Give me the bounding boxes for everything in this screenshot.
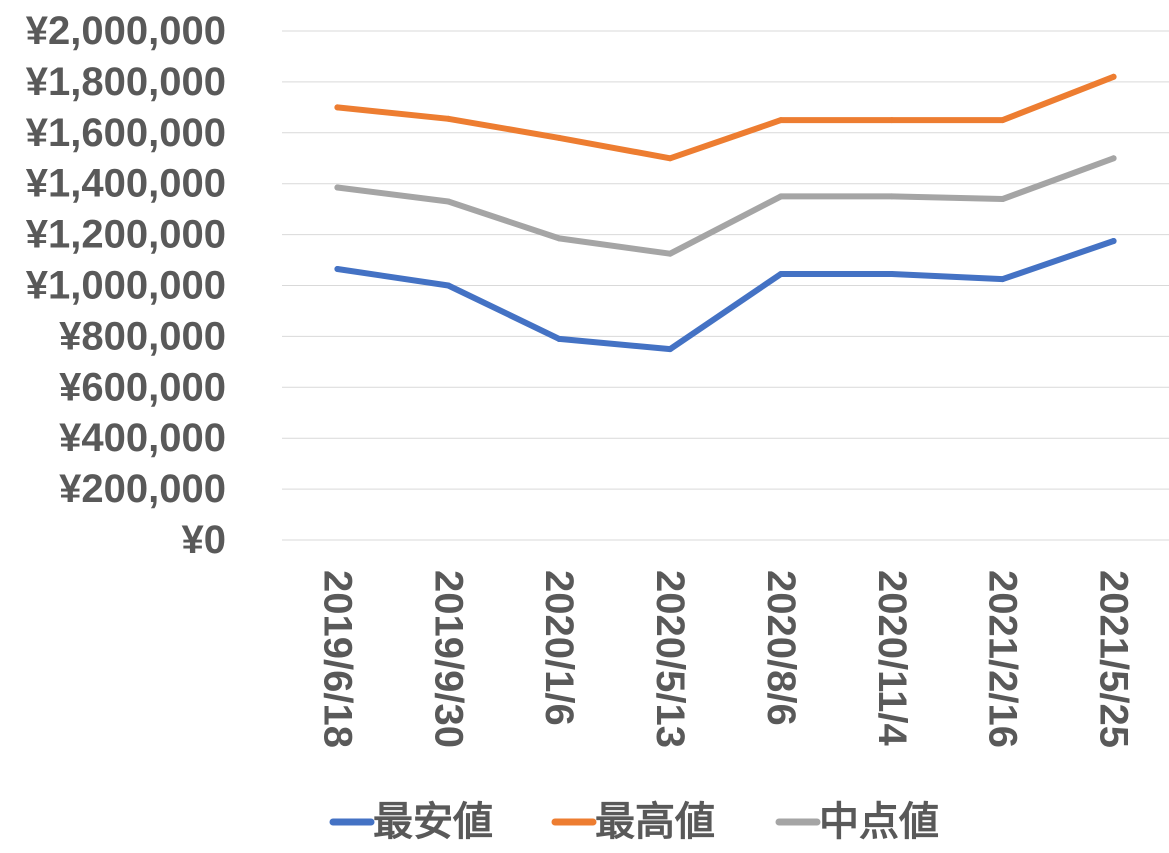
data-point [556,134,563,141]
x-tick-label: 2019/9/30 [426,570,470,748]
data-point [999,195,1006,202]
x-tick-label: 2020/8/6 [759,570,803,726]
data-point [334,265,341,272]
legend-item: 中点値 [775,799,939,845]
series-line-3 [334,155,1117,257]
data-point [888,117,895,124]
series-line-1 [334,238,1117,353]
y-tick-label: ¥200,000 [59,467,226,511]
data-point [1110,237,1117,244]
x-tick-label: 2019/6/18 [315,570,359,748]
series-lines [334,73,1117,353]
legend-label: 最高値 [595,799,715,845]
legend: 最安値 最高値 中点値 [329,799,939,845]
y-tick-label: ¥1,400,000 [26,162,226,206]
data-point [888,271,895,278]
data-point [445,198,452,205]
x-tick-label: 2020/11/4 [870,570,914,746]
x-axis-tick-labels: 2019/6/18 2019/9/30 2020/1/6 2020/5/13 2020/… [315,570,1135,748]
y-tick-label: ¥1,000,000 [26,264,226,308]
x-tick-label: 2021/5/25 [1092,570,1136,748]
data-point [556,235,563,242]
data-point [777,117,784,124]
data-point [999,276,1006,283]
y-tick-label: ¥0 [182,518,227,562]
legend-label: 最安値 [373,799,493,845]
data-point [777,193,784,200]
data-point [888,193,895,200]
data-point [777,271,784,278]
y-tick-label: ¥1,200,000 [26,213,226,257]
y-tick-label: ¥2,000,000 [26,9,226,53]
legend-item: 最安値 [329,799,493,845]
legend-label: 中点値 [819,799,939,845]
series-line-2 [334,73,1117,162]
y-tick-label: ¥400,000 [59,416,226,460]
data-point [1110,155,1117,162]
data-point [445,282,452,289]
x-tick-label: 2020/1/6 [537,570,581,726]
data-point [334,184,341,191]
y-tick-label: ¥1,800,000 [26,60,226,104]
data-point [667,250,674,257]
legend-item: 最高値 [551,799,715,845]
data-point [999,117,1006,124]
y-tick-label: ¥600,000 [59,365,226,409]
y-axis-tick-labels: ¥0 ¥200,000 ¥400,000 ¥600,000 ¥800,000 ¥1,000… [26,9,226,562]
x-tick-label: 2020/5/13 [648,570,692,748]
data-point [556,335,563,342]
data-point [334,104,341,111]
x-tick-label: 2021/2/16 [981,570,1025,748]
data-point [667,155,674,162]
data-point [667,346,674,353]
y-tick-label: ¥800,000 [59,314,226,358]
y-tick-label: ¥1,600,000 [26,111,226,155]
data-point [445,115,452,122]
data-point [1110,73,1117,80]
